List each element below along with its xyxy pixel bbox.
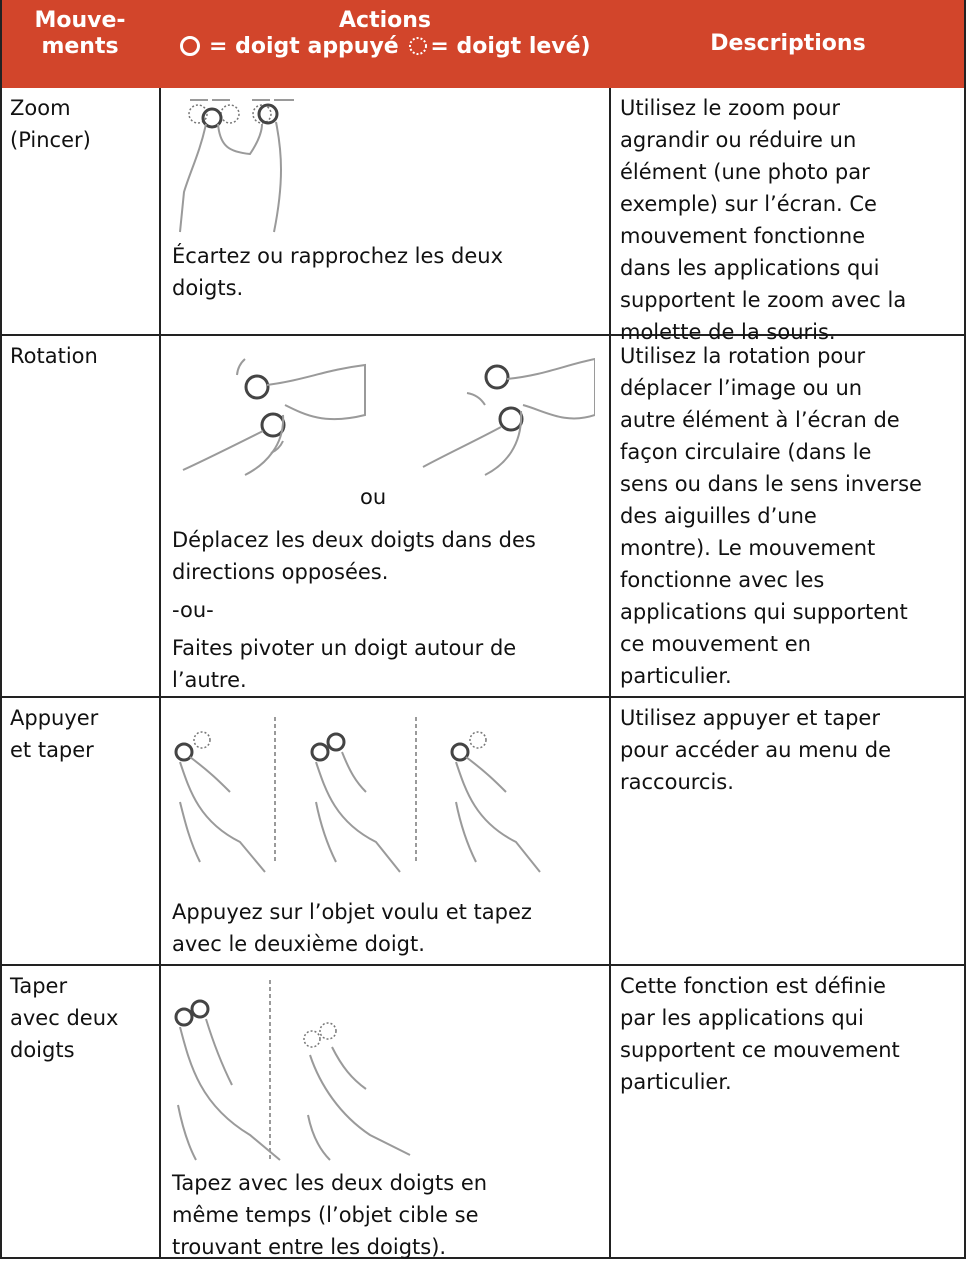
text-line: pour accéder au menu de xyxy=(620,738,892,762)
text-line: applications qui supportent xyxy=(620,600,908,624)
row-line xyxy=(0,964,966,966)
column-line xyxy=(159,88,161,1259)
text-line: raccourcis. xyxy=(620,770,734,794)
separator: ou xyxy=(360,485,387,509)
text-line: autre élément à l’écran de xyxy=(620,408,900,432)
text-line: molette de la souris. xyxy=(620,320,836,344)
movement-cell: Zoom (Pincer) xyxy=(10,92,91,156)
text-line: Utilisez le zoom pour xyxy=(620,96,841,120)
text-line: Rotation xyxy=(10,344,98,368)
description-cell: Cette fonction est définie par les applic… xyxy=(620,970,900,1098)
text-line: Appuyez sur l’objet voulu et tapez xyxy=(172,900,532,924)
text-line: avec deux xyxy=(10,1006,119,1030)
description-cell: Utilisez la rotation pour déplacer l’imag… xyxy=(620,340,922,692)
text-line: Cette fonction est définie xyxy=(620,974,886,998)
row-line xyxy=(0,696,966,698)
text-line: Tapez avec les deux doigts en xyxy=(172,1171,488,1195)
header-text: Mouve- xyxy=(34,8,126,33)
action-paragraph: Déplacez les deux doigts dans des directi… xyxy=(172,524,536,588)
text-line: dans les applications qui xyxy=(620,256,880,280)
press-tap-illustration xyxy=(174,717,541,873)
text-line: fonctionne avec les xyxy=(620,568,825,592)
text-line: doigts xyxy=(10,1038,75,1062)
text-line: avec le deuxième doigt. xyxy=(172,932,425,956)
header-legend: = doigt appuyé = doigt levé) xyxy=(160,34,610,60)
text-line: directions opposées. xyxy=(172,560,389,584)
text-line: Faites pivoter un doigt autour de xyxy=(172,636,517,660)
text-line: Zoom xyxy=(10,96,71,120)
header-text: = doigt appuyé xyxy=(209,34,399,59)
text-line: exemple) sur l’écran. Ce xyxy=(620,192,877,216)
text-line: sens ou dans le sens inverse xyxy=(620,472,922,496)
text-line: doigts. xyxy=(172,276,244,300)
movement-cell: Appuyer et taper xyxy=(10,702,98,766)
border xyxy=(0,0,2,1259)
text-line: Utilisez la rotation pour xyxy=(620,344,866,368)
text-line: supportent ce mouvement xyxy=(620,1038,900,1062)
header-bar xyxy=(0,0,966,88)
pressed-icon xyxy=(180,36,201,56)
action-paragraph: Appuyez sur l’objet voulu et tapez avec l… xyxy=(172,896,532,960)
action-cell: Déplacez les deux doigts dans des directi… xyxy=(172,524,536,702)
text-line: particulier. xyxy=(620,664,732,688)
text-line: particulier. xyxy=(620,1070,732,1094)
action-cell: Appuyez sur l’objet voulu et tapez avec l… xyxy=(172,896,532,966)
border xyxy=(964,0,966,1259)
action-paragraph: Écartez ou rapprochez les deux doigts. xyxy=(172,240,503,304)
text-line: montre). Le mouvement xyxy=(620,536,876,560)
lifted-icon xyxy=(409,37,428,55)
text-line: trouvant entre les doigts). xyxy=(172,1235,447,1259)
text-line: -ou- xyxy=(172,598,214,622)
header-descriptions: Descriptions xyxy=(710,31,866,56)
description-cell: Utilisez appuyer et taper pour accéder au… xyxy=(620,702,891,798)
text-line: et taper xyxy=(10,738,94,762)
movement-cell: Taper avec deux doigts xyxy=(10,970,118,1066)
text-line: l’autre. xyxy=(172,668,247,692)
text-line: Déplacez les deux doigts dans des xyxy=(172,528,536,552)
header-text: = doigt levé) xyxy=(430,34,591,59)
description-cell: Utilisez le zoom pour agrandir ou réduire… xyxy=(620,92,906,348)
rotation-illustration xyxy=(182,357,595,476)
action-paragraph: Tapez avec les deux doigts en même temps … xyxy=(172,1167,487,1263)
header-actions: Actions = doigt appuyé = doigt levé) xyxy=(160,8,610,60)
text-line: par les applications qui xyxy=(620,1006,864,1030)
text-line: agrandir ou réduire un xyxy=(620,128,857,152)
text-line: Écartez ou rapprochez les deux xyxy=(172,244,504,268)
action-cell: Écartez ou rapprochez les deux doigts. xyxy=(172,240,503,310)
text-line: Taper xyxy=(10,974,68,998)
action-paragraph: -ou- xyxy=(172,594,536,626)
header-movements: Mouve- ments xyxy=(0,8,160,60)
text-line: même temps (l’objet cible se xyxy=(172,1203,479,1227)
row-line xyxy=(0,334,966,336)
header-text: Actions xyxy=(339,8,431,33)
two-finger-tap-illustration xyxy=(174,980,411,1161)
text-line: déplacer l’image ou un xyxy=(620,376,863,400)
border xyxy=(0,1257,966,1259)
text-line: Appuyer xyxy=(10,706,99,730)
header-text: ments xyxy=(41,34,119,59)
text-line: ce mouvement en xyxy=(620,632,811,656)
action-cell: Tapez avec les deux doigts en même temps … xyxy=(172,1167,487,1269)
text-line: façon circulaire (dans le xyxy=(620,440,872,464)
text-line: Utilisez appuyer et taper xyxy=(620,706,880,730)
text-line: supportent le zoom avec la xyxy=(620,288,907,312)
text-line: mouvement fonctionne xyxy=(620,224,866,248)
column-line xyxy=(609,88,611,1259)
text-line: élément (une photo par xyxy=(620,160,870,184)
zoom-illustration xyxy=(179,99,294,233)
movement-cell: Rotation xyxy=(10,340,98,372)
action-paragraph: Faites pivoter un doigt autour de l’autre… xyxy=(172,632,536,696)
text-line: (Pincer) xyxy=(10,128,91,152)
text-line: des aiguilles d’une xyxy=(620,504,817,528)
